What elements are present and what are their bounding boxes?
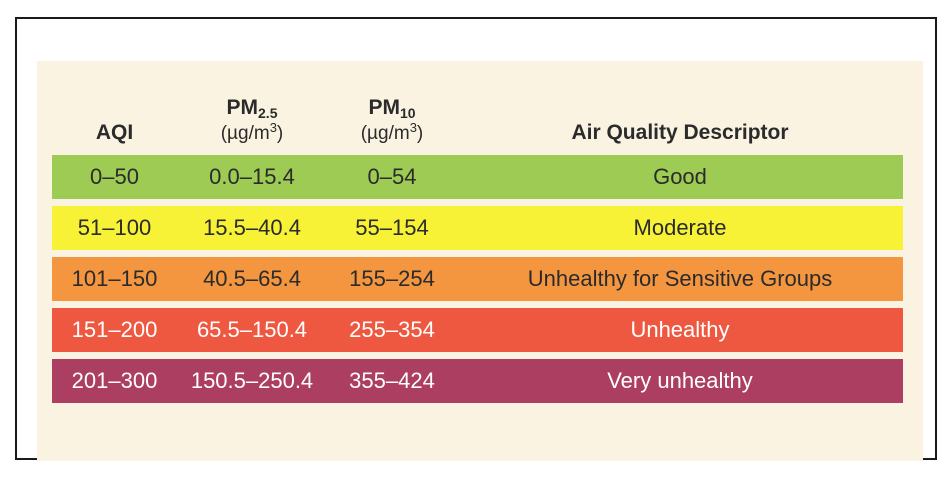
header-pm10-base: PM [368, 96, 400, 119]
header-aqi: AQI [95, 120, 134, 144]
table-panel: AQI PM2.5 (µg/m3) PM10 (µg/m3) Air Quali… [37, 61, 923, 461]
cell-descriptor: Very unhealthy [457, 355, 903, 403]
cell-aqi: 151–200 [52, 304, 177, 359]
cell-pm25: 40.5–65.4 [177, 253, 327, 308]
figure-frame: AQI PM2.5 (µg/m3) PM10 (µg/m3) Air Quali… [15, 17, 937, 461]
header-pm25: PM2.5 (µg/m3) [177, 96, 327, 155]
cell-pm10: 155–254 [327, 253, 457, 308]
table-row-moderate: 51–100 15.5–40.4 55–154 Moderate [52, 202, 903, 257]
header-pm10-unit-suffix: ) [416, 123, 424, 145]
header-pm25-unit-suffix: ) [276, 123, 284, 145]
table-row-unhealthy-sensitive: 101–150 40.5–65.4 155–254 Unhealthy for … [52, 253, 903, 308]
header-descriptor: Air Quality Descriptor [571, 120, 789, 144]
table-row-good: 0–50 0.0–15.4 0–54 Good [52, 154, 903, 206]
cell-descriptor: Moderate [457, 202, 903, 257]
cell-pm10: 355–424 [327, 355, 457, 403]
cell-descriptor: Unhealthy for Sensitive Groups [457, 253, 903, 308]
table-row-very-unhealthy: 201–300 150.5–250.4 355–424 Very unhealt… [52, 355, 903, 403]
cell-aqi: 101–150 [52, 253, 177, 308]
cell-pm10: 255–354 [327, 304, 457, 359]
aqi-table: AQI PM2.5 (µg/m3) PM10 (µg/m3) Air Quali… [52, 96, 903, 403]
table-row-unhealthy: 151–200 65.5–150.4 255–354 Unhealthy [52, 304, 903, 359]
cell-aqi: 0–50 [52, 154, 177, 206]
cell-pm25: 150.5–250.4 [177, 355, 327, 403]
cell-aqi: 201–300 [52, 355, 177, 403]
header-pm10-unit-prefix: (µg/m [360, 123, 410, 145]
header-pm10-unit-sup: 3 [409, 120, 417, 136]
cell-pm10: 55–154 [327, 202, 457, 257]
header-pm25-base: PM [226, 96, 259, 119]
header-pm10: PM10 (µg/m3) [327, 96, 457, 155]
cell-pm25: 15.5–40.4 [177, 202, 327, 257]
cell-aqi: 51–100 [52, 202, 177, 257]
header-pm25-unit-prefix: (µg/m [220, 123, 270, 145]
cell-descriptor: Unhealthy [457, 304, 903, 359]
header-pm25-unit: (µg/m3) [177, 120, 327, 145]
header-pm25-sub: 2.5 [258, 105, 278, 121]
cell-descriptor: Good [457, 154, 903, 206]
header-pm25-unit-sup: 3 [269, 120, 277, 136]
header-row: AQI PM2.5 (µg/m3) PM10 (µg/m3) Air Quali… [52, 96, 903, 155]
header-pm10-sub: 10 [399, 105, 416, 121]
header-pm10-unit: (µg/m3) [327, 120, 457, 145]
cell-pm25: 65.5–150.4 [177, 304, 327, 359]
cell-pm25: 0.0–15.4 [177, 154, 327, 206]
cell-pm10: 0–54 [327, 154, 457, 206]
